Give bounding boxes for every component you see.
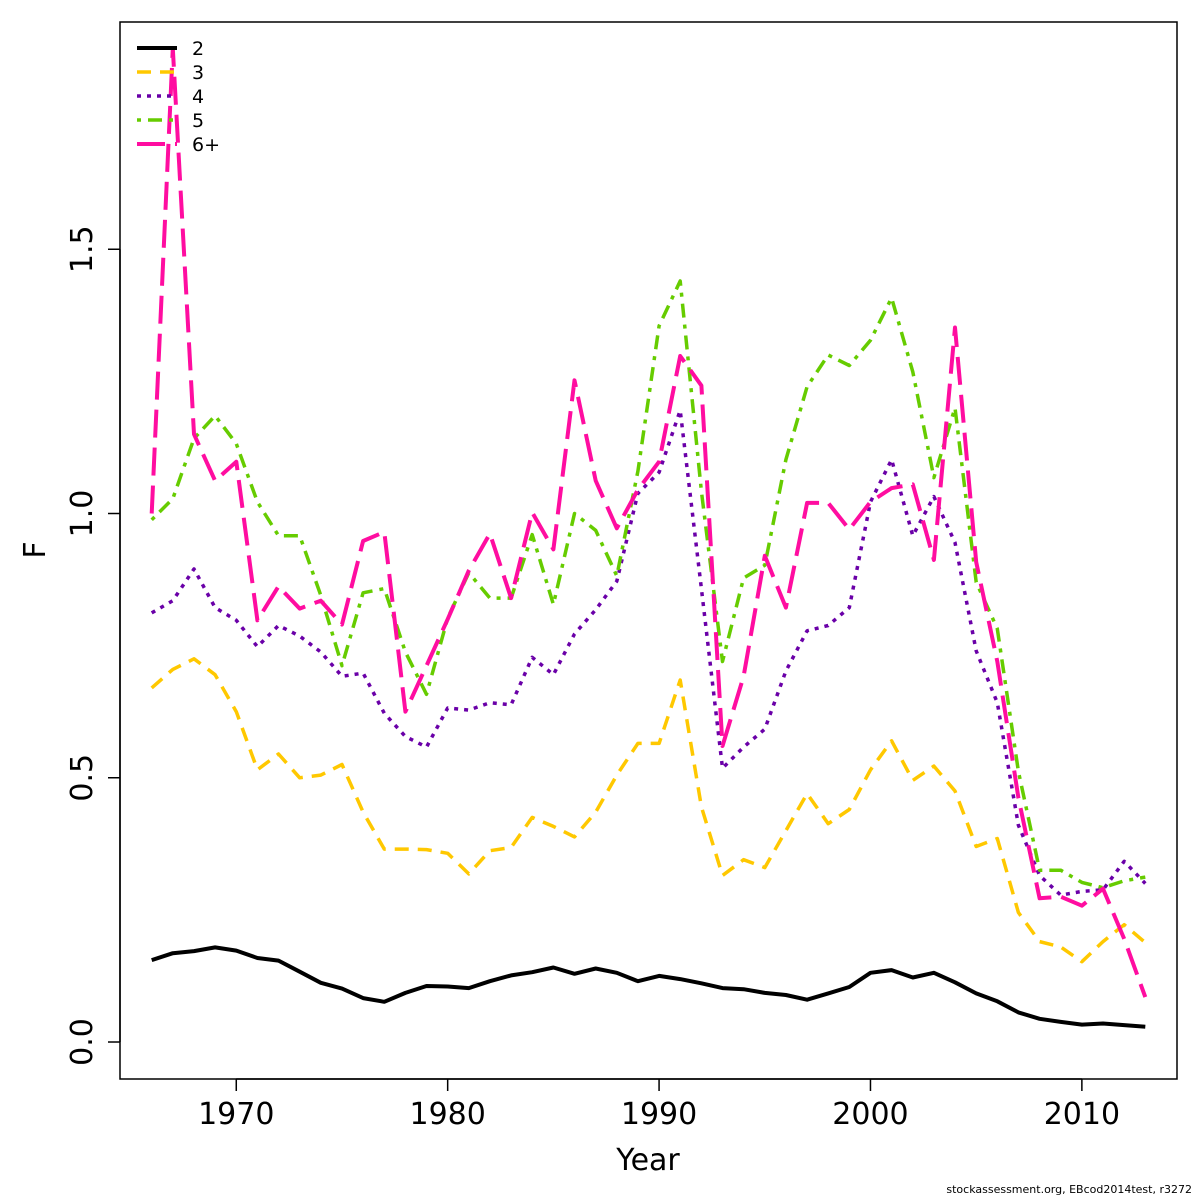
- footnote: stockassessment.org, EBcod2014test, r327…: [946, 1183, 1192, 1196]
- series-line-5: [150, 279, 1146, 890]
- x-axis-title: Year: [615, 1143, 680, 1178]
- x-tick-label: 1970: [198, 1097, 274, 1132]
- x-tick-label: 1990: [621, 1097, 697, 1132]
- legend-label: 4: [192, 86, 204, 108]
- legend-label: 3: [192, 62, 204, 84]
- x-axis: 1970 1980 1990 2000 2010: [198, 1078, 1120, 1132]
- x-tick-label: 2010: [1044, 1097, 1120, 1132]
- series-line-3: [150, 657, 1147, 964]
- y-tick-label: 0.5: [65, 754, 100, 802]
- legend-label: 2: [192, 38, 204, 60]
- y-tick-label: 1.5: [65, 225, 100, 273]
- y-axis: 0.0 0.5 1.0 1.5: [65, 225, 121, 1066]
- plot-frame: [119, 21, 1178, 1080]
- y-tick-label: 0.0: [65, 1018, 100, 1066]
- series-line-4: [150, 408, 1147, 897]
- legend-label: 5: [192, 110, 204, 132]
- series-layer: [149, 46, 1148, 1029]
- y-axis-title: F: [18, 541, 53, 558]
- x-tick-label: 2000: [832, 1097, 908, 1132]
- series-line-2: [151, 945, 1146, 1029]
- legend-label: 6+: [192, 134, 220, 156]
- series-line-6plus: [149, 46, 1148, 998]
- y-tick-label: 1.0: [65, 490, 100, 538]
- x-tick-label: 1980: [409, 1097, 485, 1132]
